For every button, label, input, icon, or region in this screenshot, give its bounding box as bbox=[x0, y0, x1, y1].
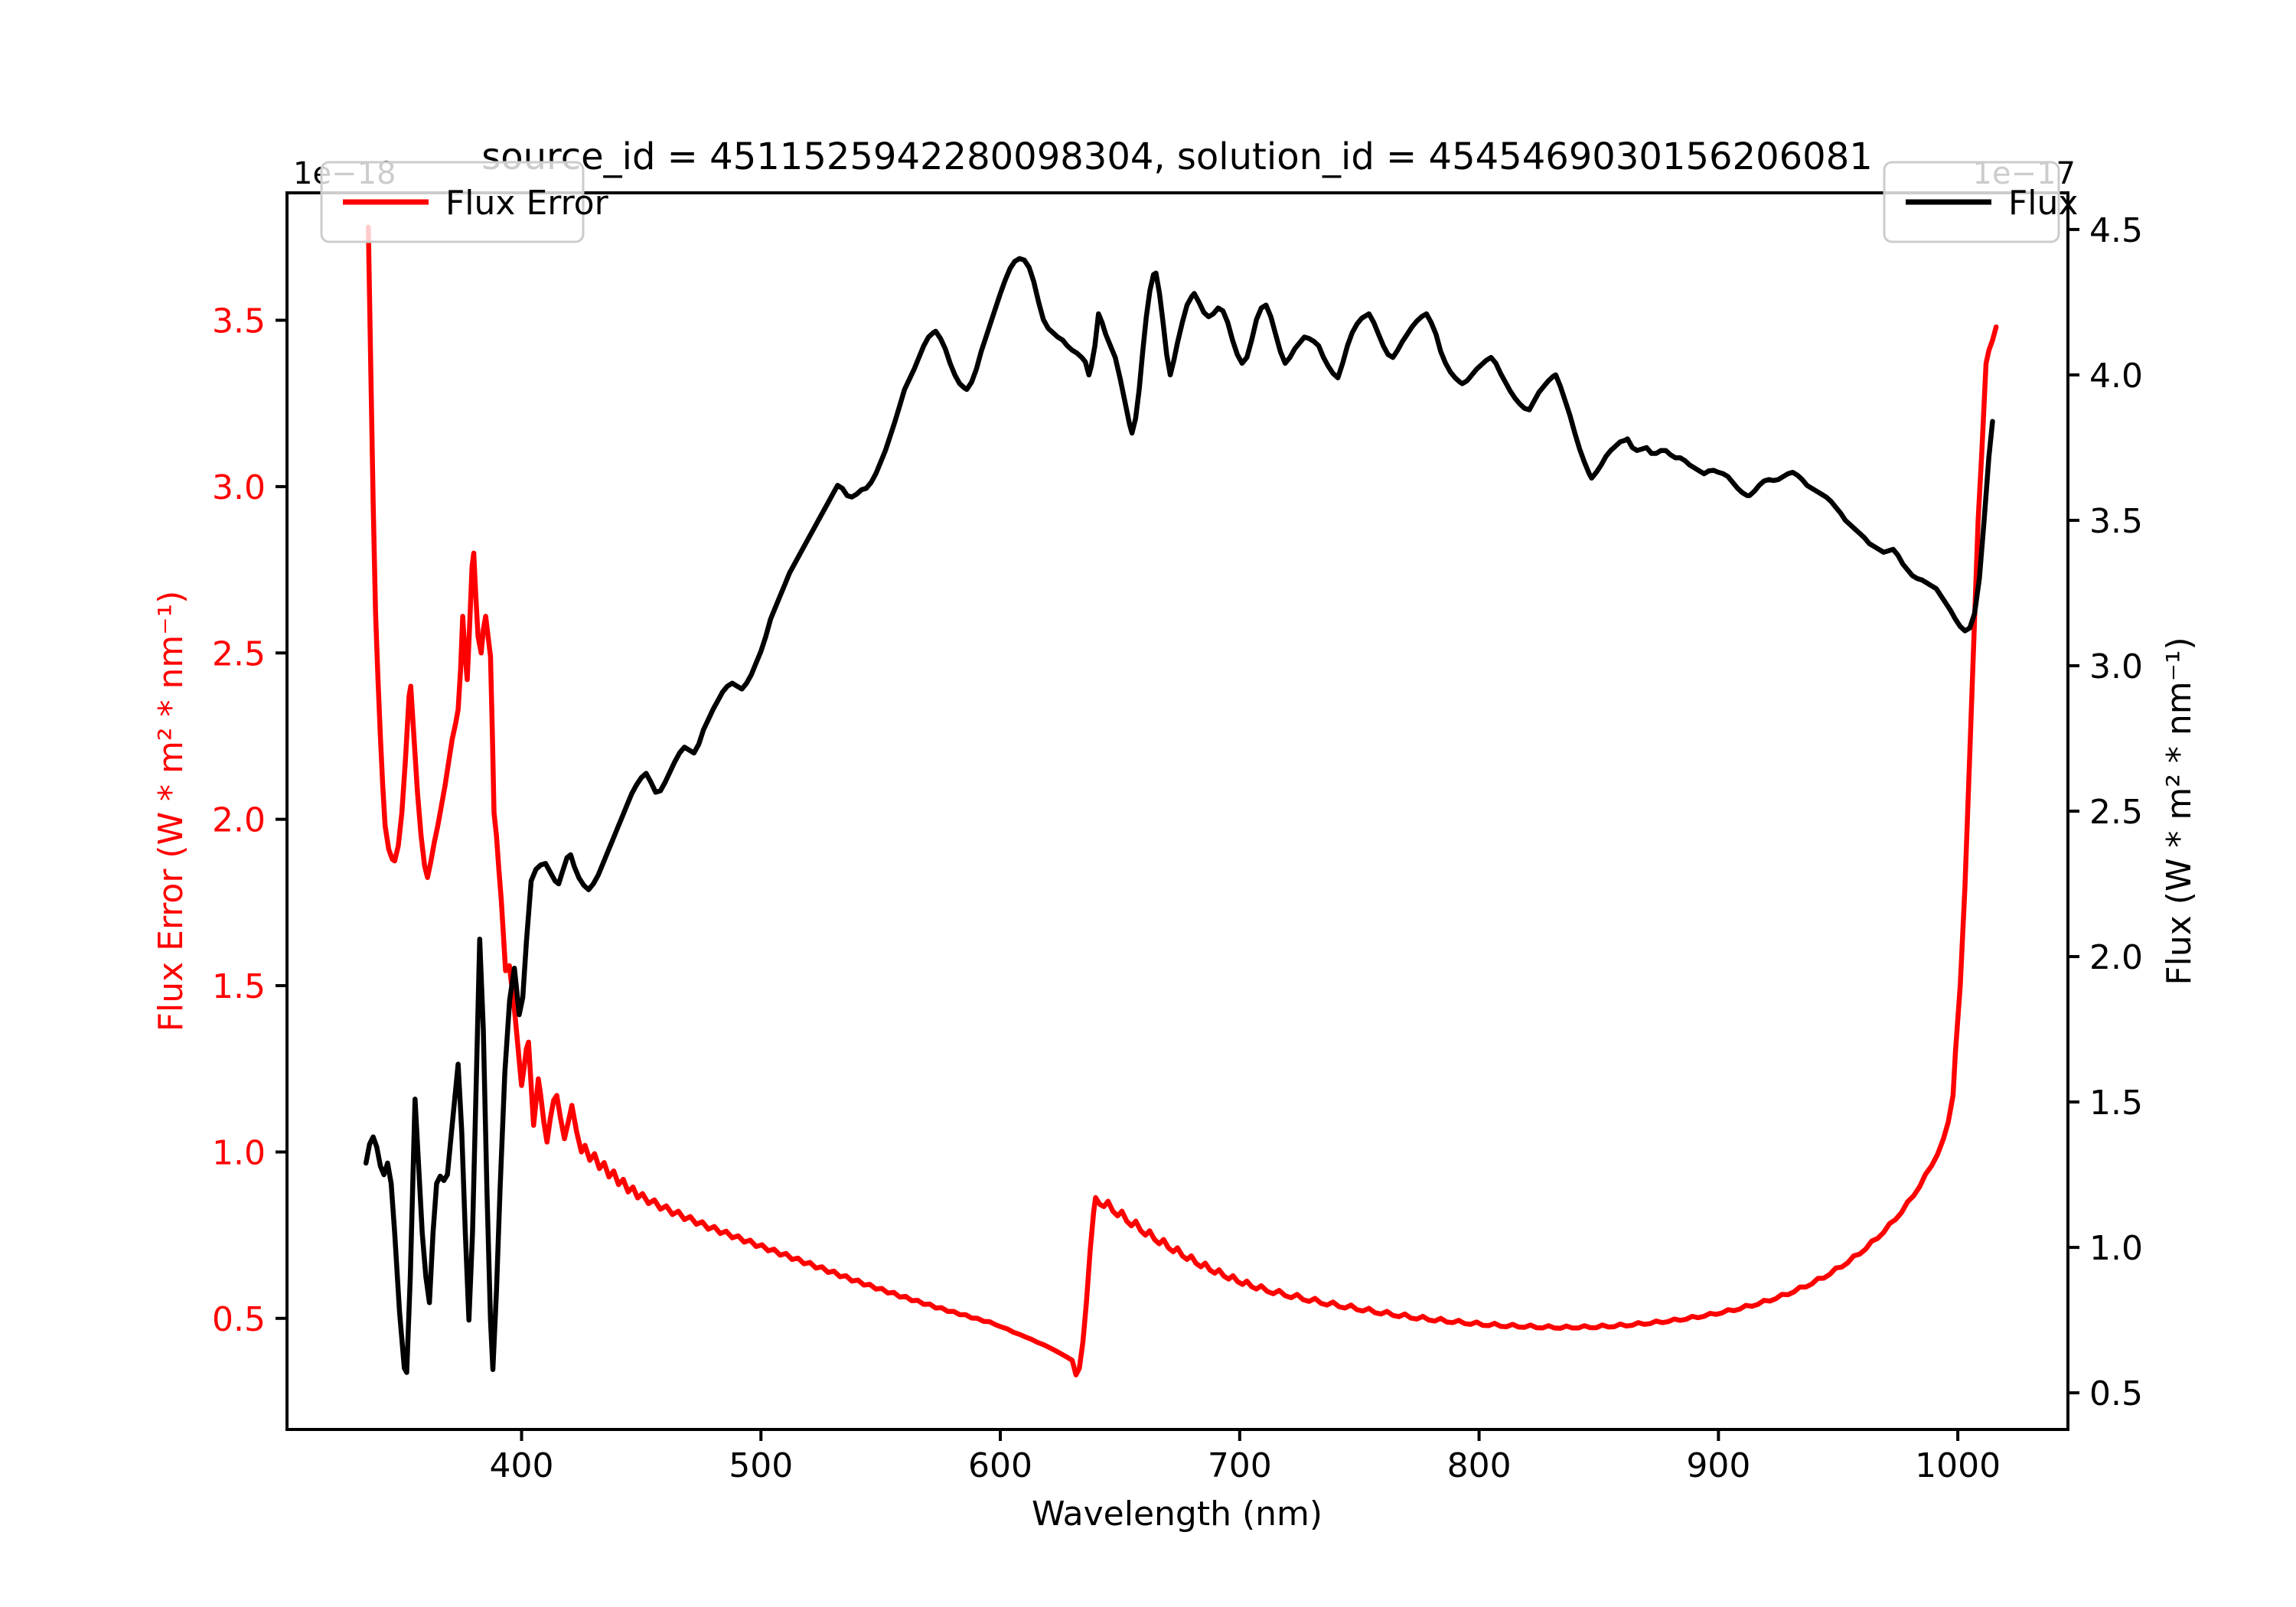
x-tick-label: 900 bbox=[1686, 1446, 1750, 1485]
left-y-axis-label: Flux Error (W * m² * nm⁻¹) bbox=[152, 591, 191, 1032]
left-tick-label: 3.5 bbox=[212, 302, 266, 341]
right-tick-label: 2.0 bbox=[2089, 938, 2143, 977]
x-tick-label: 700 bbox=[1208, 1446, 1272, 1485]
left-tick-label: 0.5 bbox=[212, 1300, 266, 1339]
left-tick-label: 3.0 bbox=[212, 468, 266, 507]
x-tick-label: 800 bbox=[1447, 1446, 1512, 1485]
left-tick-label: 2.0 bbox=[212, 801, 266, 840]
right-tick-label: 1.5 bbox=[2089, 1084, 2143, 1123]
x-tick-label: 400 bbox=[490, 1446, 554, 1485]
legend-flux: Flux bbox=[1883, 161, 2078, 243]
legend-flux-error: Flux Error bbox=[320, 161, 609, 243]
legend-box bbox=[320, 161, 585, 243]
right-tick-label: 3.5 bbox=[2089, 502, 2143, 541]
right-tick-label: 4.5 bbox=[2089, 211, 2143, 250]
x-axis-label: Wavelength (nm) bbox=[1032, 1495, 1322, 1534]
left-axis-ticks: 0.5 1.0 1.5 2.0 2.5 3.0 3.5 bbox=[212, 302, 287, 1339]
axes-spines bbox=[285, 191, 2069, 1431]
right-tick-label: 4.0 bbox=[2089, 357, 2143, 396]
right-y-axis-label: Flux (W * m² * nm⁻¹) bbox=[2160, 637, 2199, 985]
curve-flux bbox=[363, 256, 1995, 1375]
left-tick-label: 2.5 bbox=[212, 634, 266, 673]
left-tick-label: 1.0 bbox=[212, 1133, 266, 1172]
chart-title: source_id = 4511525942280098304, solutio… bbox=[481, 135, 1873, 178]
curve-flux-error bbox=[366, 224, 1999, 1377]
right-tick-label: 1.0 bbox=[2089, 1229, 2143, 1268]
legend-label-flux-error: Flux Error bbox=[445, 184, 609, 223]
right-tick-label: 3.0 bbox=[2089, 647, 2143, 686]
legend-label-flux: Flux bbox=[2008, 184, 2078, 223]
x-tick-label: 500 bbox=[729, 1446, 793, 1485]
right-axis-ticks: 0.5 1.0 1.5 2.0 2.5 3.0 3.5 4.0 4.5 bbox=[2068, 211, 2143, 1413]
right-tick-label: 0.5 bbox=[2089, 1374, 2143, 1413]
curve-layer bbox=[363, 224, 1999, 1377]
right-tick-label: 2.5 bbox=[2089, 793, 2143, 832]
x-axis-ticks: 400 500 600 700 800 900 1000 bbox=[490, 1429, 2001, 1485]
x-tick-label: 1000 bbox=[1915, 1446, 2001, 1485]
x-tick-label: 600 bbox=[968, 1446, 1032, 1485]
left-tick-label: 1.5 bbox=[212, 967, 266, 1006]
